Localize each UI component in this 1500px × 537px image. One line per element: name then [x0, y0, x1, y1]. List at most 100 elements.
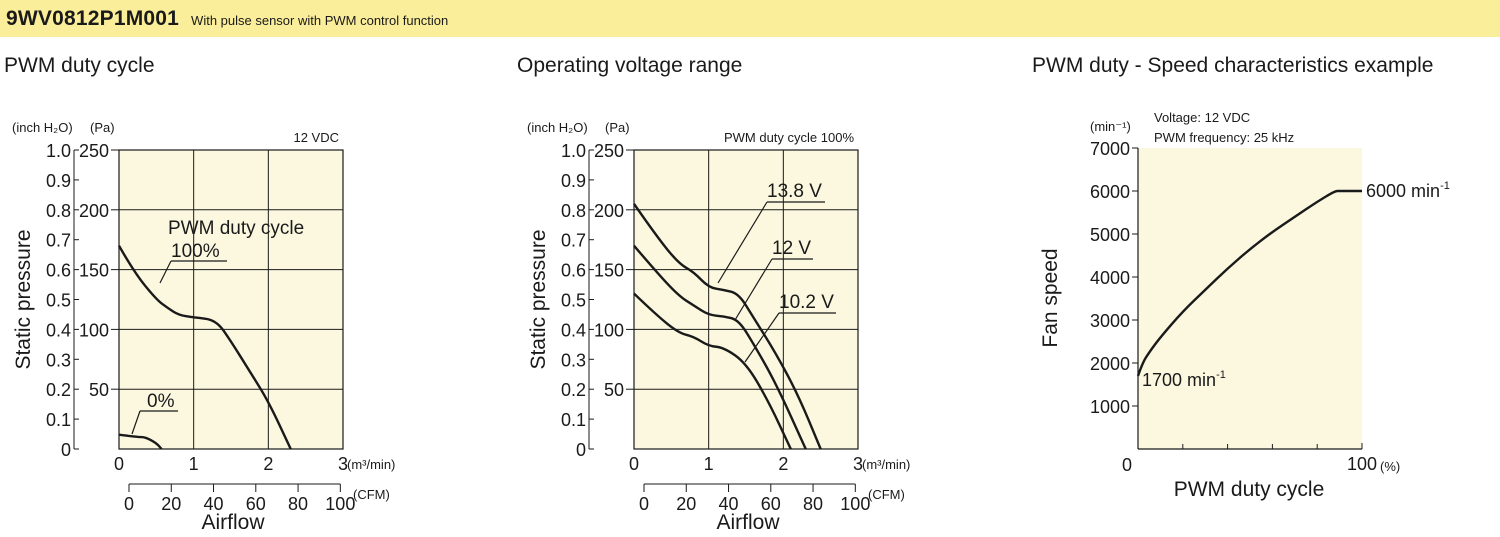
c1-y-unit-inch: (inch H₂O): [12, 120, 73, 135]
c2-pa-tick-label: 150: [594, 261, 624, 281]
c1-y-axis-title: Static pressure: [12, 229, 35, 369]
c1-x-tick-label: 2: [263, 454, 273, 474]
c1-cfm-tick-label: 40: [204, 494, 224, 514]
c1-x-unit-secondary: (CFM): [353, 487, 390, 502]
c1-inch-tick-label: 1.0: [46, 141, 71, 161]
c3-y-tick-label: 3000: [1090, 311, 1130, 331]
c1-series-label-100: 100%: [171, 241, 220, 262]
c2-x-tick-label: 3: [853, 454, 863, 474]
c2-series-label-1: 12 V: [772, 238, 811, 259]
c1-cfm-tick-label: 20: [161, 494, 181, 514]
c3-x-axis-title: PWM duty cycle: [1174, 478, 1325, 501]
header-banner: 9WV0812P1M001 With pulse sensor with PWM…: [0, 0, 1500, 37]
c1-y-unit-pa: (Pa): [90, 120, 115, 135]
c3-plot-area: [1138, 148, 1362, 449]
c2-x-unit-primary: (m³/min): [862, 457, 910, 472]
c3-annotation-low-exponent: -1: [1216, 369, 1226, 381]
c2-pa-tick-label: 50: [604, 380, 624, 400]
c3-x-tick-label-0: 0: [1122, 455, 1132, 475]
c1-cfm-tick-label: 80: [288, 494, 308, 514]
c2-plot-area: [634, 150, 858, 449]
c1-curve-group-label: PWM duty cycle: [168, 218, 304, 239]
c2-pa-tick-label: 100: [594, 320, 624, 340]
c3-annotation-high: 6000 min-1: [1366, 180, 1450, 201]
model-subtitle: With pulse sensor with PWM control funct…: [191, 13, 449, 28]
c2-series-line-1: [633, 244, 807, 450]
c2-series-label-2: 10.2 V: [779, 292, 834, 313]
c3-series-line: [1136, 189, 1362, 377]
c2-series-line-2: [633, 292, 792, 450]
c1-pa-tick-label: 100: [79, 320, 109, 340]
c3-y-unit: (min⁻¹): [1090, 119, 1131, 134]
c1-inch-tick-label: 0.9: [46, 171, 71, 191]
c1-inch-tick-label: 0.3: [46, 350, 71, 370]
c1-inch-tick-label: 0.1: [46, 410, 71, 430]
c3-annotation-high-exponent: -1: [1440, 180, 1450, 192]
c3-x-tick-label-100: 100: [1347, 454, 1377, 474]
c2-pa-tick-label: 200: [594, 201, 624, 221]
c2-inch-tick-label: 0.7: [561, 231, 586, 251]
c2-x-tick-label: 1: [704, 454, 714, 474]
c3-y-tick-label: 1000: [1090, 397, 1130, 417]
c2-inch-tick-label: 1.0: [561, 141, 586, 161]
c1-cfm-tick-label: 100: [325, 494, 355, 514]
c1-inch-tick-label: 0.2: [46, 380, 71, 400]
c3-y-tick-label: 6000: [1090, 182, 1130, 202]
c1-inch-tick-label: 0.8: [46, 201, 71, 221]
c1-inch-tick-label: 0.6: [46, 261, 71, 281]
c1-inch-tick-label: 0.7: [46, 231, 71, 251]
c1-leader-100: [159, 260, 172, 284]
c1-inch-tick-label: 0.5: [46, 291, 71, 311]
c2-inch-tick-label: 0.4: [561, 320, 586, 340]
c2-x-tick-label: 0: [629, 454, 639, 474]
c2-x-axis-title: Airflow: [716, 511, 780, 534]
c2-x-unit-secondary: (CFM): [868, 487, 905, 502]
c1-x-axis-title: Airflow: [201, 511, 265, 534]
c2-cfm-tick-label: 100: [840, 494, 870, 514]
c2-leader-1: [734, 258, 773, 321]
c1-pa-tick-label: 50: [89, 380, 109, 400]
c2-cfm-tick-label: 60: [761, 494, 781, 514]
model-number: 9WV0812P1M001: [6, 6, 180, 30]
c1-pa-tick-label: 150: [79, 261, 109, 281]
c3-y-axis-title: Fan speed: [1039, 248, 1062, 347]
c2-leader-0: [717, 201, 768, 284]
c3-y-tick-label: 7000: [1090, 139, 1130, 159]
c1-series-line-1: [118, 433, 163, 450]
c2-inch-tick-label: 0.2: [561, 380, 586, 400]
c3-y-tick-label: 4000: [1090, 268, 1130, 288]
c2-inch-tick-label: 0.6: [561, 261, 586, 281]
c2-cfm-tick-label: 0: [639, 494, 649, 514]
c2-y-unit-inch: (inch H₂O): [527, 120, 588, 135]
c2-inch-tick-label: 0.5: [561, 291, 586, 311]
c2-plot-frame: [633, 149, 859, 450]
c2-inch-tick-label: 0.1: [561, 410, 586, 430]
c1-cfm-tick-label: 0: [124, 494, 134, 514]
c1-cfm-tick-label: 60: [246, 494, 266, 514]
c3-condition-line-2: PWM frequency: 25 kHz: [1154, 130, 1294, 145]
c1-x-tick-label: 3: [338, 454, 348, 474]
c2-cfm-tick-label: 40: [719, 494, 739, 514]
c2-y-axis-title: Static pressure: [527, 229, 550, 369]
c3-x-unit: (%): [1380, 459, 1400, 474]
c3-y-tick-label: 5000: [1090, 225, 1130, 245]
c2-inch-tick-label: 0: [576, 440, 586, 460]
c1-condition-label: 12 VDC: [293, 130, 339, 145]
c1-x-tick-label: 1: [189, 454, 199, 474]
c2-leader-2: [744, 312, 780, 363]
c2-inch-tick-label: 0.9: [561, 171, 586, 191]
c2-y-unit-pa: (Pa): [605, 120, 630, 135]
c1-leader-0: [131, 410, 141, 435]
panel-title-voltage: Operating voltage range: [517, 54, 743, 77]
c1-pa-tick-label: 200: [79, 201, 109, 221]
c1-inch-tick-label: 0: [61, 440, 71, 460]
c2-x-tick-label: 2: [778, 454, 788, 474]
c1-x-tick-label: 0: [114, 454, 124, 474]
c2-series-line-0: [633, 203, 822, 450]
c3-y-tick-label: 2000: [1090, 354, 1130, 374]
c1-x-unit-primary: (m³/min): [347, 457, 395, 472]
c2-inch-tick-label: 0.8: [561, 201, 586, 221]
c2-series-label-0: 13.8 V: [767, 181, 822, 202]
c1-series-line-0: [117, 245, 292, 450]
c2-inch-tick-label: 0.3: [561, 350, 586, 370]
